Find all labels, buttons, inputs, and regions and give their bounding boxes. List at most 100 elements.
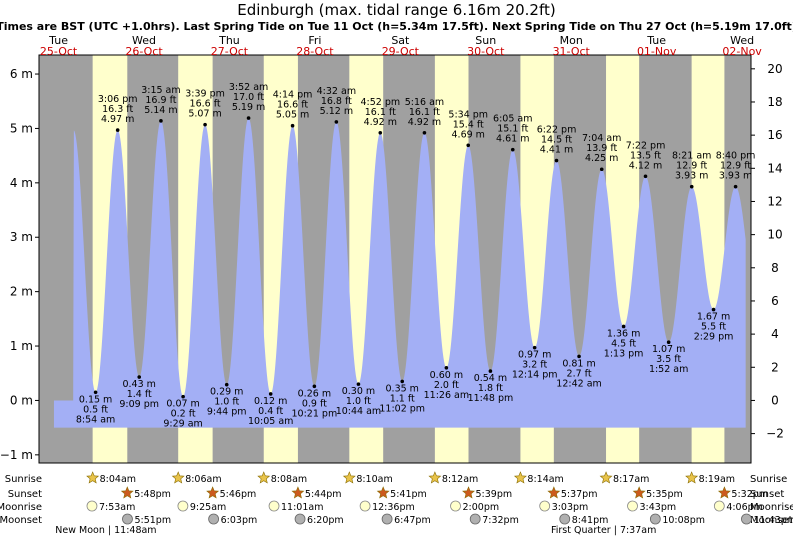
day-name: Sat — [391, 34, 410, 47]
y-left-tick-label: 0 m — [10, 393, 33, 407]
low-tide-dot — [488, 369, 493, 373]
high-tide-dot — [334, 120, 339, 124]
low-tide-label: 2.0 ft — [434, 380, 459, 391]
low-tide-dot — [224, 382, 229, 387]
sunset-time: 5:39pm — [476, 489, 513, 500]
high-tide-label: 4.97 m — [101, 114, 134, 125]
moon-phase-label: First Quarter | 7:37am — [551, 525, 656, 536]
high-tide-label: 4.92 m — [364, 117, 397, 128]
low-tide-label: 0.5 ft — [83, 404, 108, 415]
low-tide-label: 9:09 pm — [119, 399, 159, 410]
low-tide-dot — [621, 324, 626, 329]
high-tide-label: 16.3 ft — [102, 104, 133, 115]
low-tide-label: 0.35 m — [386, 383, 419, 394]
y-right-tick-label: 14 — [767, 161, 782, 175]
low-tide-label: 11:26 am — [424, 390, 469, 401]
high-tide-dot — [159, 119, 163, 123]
low-tide-label: 0.9 ft — [302, 398, 327, 409]
moonset-icon — [649, 513, 661, 525]
y-right-tick-label: −2 — [766, 427, 784, 441]
sunrise-time: 8:06am — [185, 474, 221, 485]
y-right-tick-label: 12 — [767, 194, 782, 208]
y-left-tick-label: 5 m — [10, 121, 33, 135]
moonrise-icon — [177, 500, 189, 512]
high-tide-label: 15.1 ft — [497, 124, 528, 135]
row-label-sunset: Sunset — [8, 489, 42, 500]
plot-frame — [38, 54, 752, 464]
astro-rows: Sunrise Sunrise Sunset Sunset Moonrise Moonri… — [0, 471, 793, 536]
row-label-sunrise-right: Sunrise — [750, 474, 787, 485]
y-left-tick-label: −1 m — [0, 448, 33, 462]
chart-subtitle: Times are BST (UTC +1.0hrs). Last Spring… — [0, 20, 793, 33]
sunrise-icon — [257, 471, 271, 484]
high-tide-label: 5.05 m — [276, 110, 309, 121]
axes: −1 m 0 m 1 m 2 m 3 m 4 m 5 m 6 m −2 0 2 4 6 8 10 12 14 16… — [0, 34, 784, 464]
high-tide-label: 6:05 am — [493, 114, 532, 125]
sunset-icon — [120, 486, 134, 499]
row-label-moonset-right: Moonset — [750, 515, 793, 526]
sunset-time: 5:46pm — [220, 489, 257, 500]
low-tide-label: 2:29 pm — [694, 332, 734, 343]
high-tide-label: 5.14 m — [144, 105, 177, 116]
sunset-icon — [462, 486, 475, 499]
low-tide-label: 0.30 m — [342, 386, 375, 397]
high-tide-dot — [689, 184, 694, 189]
high-tide-label: 3.93 m — [719, 171, 752, 182]
high-tide-label: 5.12 m — [320, 106, 353, 117]
sunrise-icon — [685, 471, 699, 484]
sunrise-time: 8:19am — [699, 474, 735, 485]
sunrise-time: 8:08am — [271, 474, 307, 485]
high-tide-label: 3:06 pm — [98, 94, 138, 105]
sunset-icon — [206, 486, 220, 499]
moonset-icon — [469, 513, 481, 525]
high-tide-label: 5:16 am — [405, 97, 444, 108]
low-tide-dot — [356, 382, 361, 386]
y-left-tick-label: 3 m — [10, 230, 33, 244]
moonrise-time: 9:25am — [190, 502, 226, 513]
moonset-icon — [381, 513, 393, 525]
row-label-sunrise: Sunrise — [5, 474, 42, 485]
high-tide-dot — [466, 143, 471, 148]
sunset-icon — [291, 486, 305, 499]
moonrise-time: 12:36pm — [372, 502, 415, 513]
row-label-sunset-right: Sunset — [750, 489, 784, 500]
day-date: 28-Oct — [296, 45, 334, 58]
high-tide-label: 16.1 ft — [365, 107, 396, 118]
high-tide-dot — [599, 167, 604, 172]
sunset-time: 5:48pm — [134, 489, 171, 500]
high-tide-label: 3:39 pm — [185, 89, 225, 100]
moon-phase-label: New Moon | 11:48am — [55, 525, 156, 536]
low-tide-label: 0.29 m — [210, 387, 243, 398]
moonset-time: 8:41pm — [572, 515, 609, 526]
moonset-time: 6:47pm — [394, 515, 431, 526]
low-tide-dot — [312, 384, 317, 389]
y-right-tick-label: 20 — [767, 62, 782, 76]
low-tide-label: 0.07 m — [166, 399, 199, 410]
low-tide-label: 4.5 ft — [611, 338, 636, 349]
low-tide-label: 10:21 pm — [292, 408, 338, 419]
high-tide-label: 4:32 am — [317, 86, 356, 97]
low-tide-dot — [577, 354, 581, 359]
y-right-tick-label: 6 — [771, 294, 779, 308]
low-tide-dot — [181, 394, 185, 399]
y-right-tick-label: 18 — [767, 95, 782, 109]
sunset-time: 5:35pm — [646, 489, 683, 500]
day-name: Fri — [308, 34, 321, 47]
low-tide-label: 0.97 m — [518, 350, 551, 361]
low-tide-label: 8:54 am — [76, 414, 115, 425]
high-tide-dot — [643, 174, 648, 179]
low-tide-label: 9:29 am — [163, 419, 202, 430]
moonrise-icon — [450, 500, 461, 512]
high-tide-label: 4.41 m — [540, 145, 573, 156]
day-name: Wed — [730, 34, 754, 47]
y-right-tick-label: 0 — [771, 393, 779, 407]
sunrise-icon — [342, 471, 356, 484]
sunset-time: 5:41pm — [390, 489, 427, 500]
high-tide-dot — [733, 184, 738, 189]
high-tide-label: 4.12 m — [629, 160, 662, 171]
low-tide-label: 3.5 ft — [656, 354, 681, 365]
high-tide-label: 17.0 ft — [233, 92, 264, 103]
day-name: Wed — [132, 34, 156, 47]
high-tide-dot — [422, 130, 427, 135]
